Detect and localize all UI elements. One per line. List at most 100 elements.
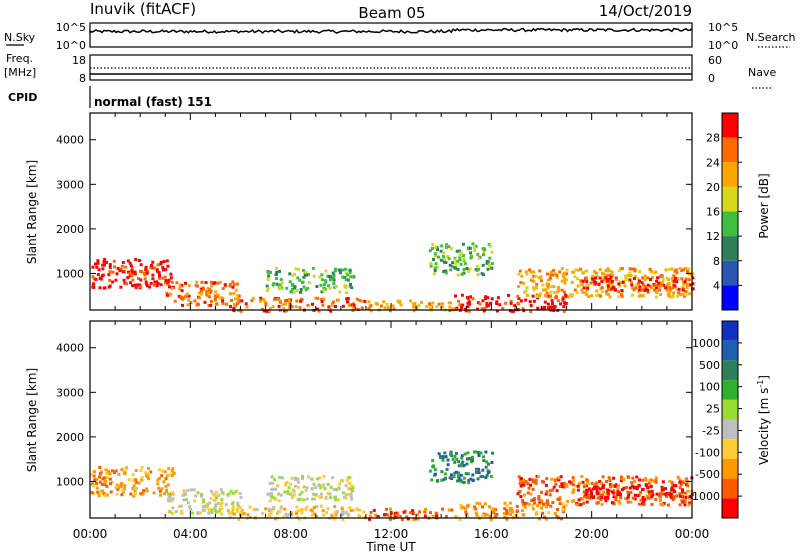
heatmap-band — [428, 450, 495, 485]
power-colorbar-label: Power [dB] — [757, 173, 771, 238]
colorbar-tick-label: 24 — [706, 156, 720, 169]
colorbar-swatch — [722, 340, 738, 361]
heatmap-band — [266, 474, 355, 503]
heatmap-band — [454, 501, 568, 521]
beam-title: Beam 05 — [358, 4, 425, 22]
power-colorbar: 28 24 20 16 12 8 4 — [706, 112, 742, 311]
colorbar-swatch — [722, 458, 738, 479]
velocity-panel: 4000 3000 2000 1000 Slant Range [km] 1000 50… — [25, 320, 771, 521]
date-title: 14/Oct/2019 — [599, 2, 692, 20]
station-title: Inuvik (fitACF) — [90, 0, 196, 18]
freq-label: Freq. — [6, 52, 33, 65]
colorbar-swatch — [722, 419, 738, 440]
heatmap-band — [265, 266, 356, 295]
heatmap-band — [517, 266, 695, 299]
colorbar-swatch — [722, 236, 738, 261]
x-axis-label: Time UT — [365, 540, 416, 554]
nave-tick-bottom: 0 — [708, 72, 715, 85]
colorbar-swatch — [722, 113, 738, 138]
colorbar-tick-label: -100 — [695, 446, 720, 459]
colorbar-swatch — [722, 260, 738, 286]
velocity-data — [90, 450, 694, 521]
heatmap-band — [165, 280, 244, 308]
colorbar-swatch — [722, 498, 738, 518]
colorbar-swatch — [722, 439, 738, 459]
y-tick-label: 4000 — [56, 134, 84, 147]
colorbar-tick-label: 1000 — [692, 337, 720, 350]
colorbar-swatch — [722, 399, 738, 420]
velocity-x-ticks — [89, 321, 693, 518]
heatmap-band — [228, 504, 367, 521]
y-tick-label: 1000 — [56, 267, 84, 280]
colorbar-swatch — [722, 360, 738, 381]
time-tick-label: 00:00 — [675, 527, 710, 541]
power-panel: 4000 3000 2000 1000 Slant Range [km] 28 24 20… — [25, 112, 771, 313]
freq-tick-top: 18 — [72, 54, 86, 67]
colorbar-tick-label: 500 — [699, 359, 720, 372]
colorbar-tick-label: -1000 — [688, 490, 720, 503]
colorbar-swatch — [722, 137, 738, 163]
time-tick-label: 08:00 — [273, 527, 308, 541]
colorbar-swatch — [722, 186, 738, 212]
colorbar-swatch — [722, 478, 738, 499]
y-tick-label: 2000 — [56, 223, 84, 236]
nave-label: Nave — [748, 66, 776, 79]
colorbar-tick-label: 25 — [706, 403, 720, 416]
sky-tick-bottom: 10^0 — [56, 39, 86, 52]
time-tick-label: 12:00 — [374, 527, 409, 541]
y-tick-label: 1000 — [56, 475, 84, 488]
colorbar-tick-label: 16 — [706, 206, 720, 219]
heatmap-band — [428, 242, 494, 277]
colorbar-tick-label: -25 — [702, 424, 720, 437]
colorbar-tick-label: 12 — [706, 230, 720, 243]
velocity-y-ticks: 4000 3000 2000 1000 — [56, 342, 692, 488]
search-label: N.Search — [746, 31, 796, 44]
freq-unit-label: [MHz] — [4, 66, 36, 79]
freq-tick-bottom: 8 — [79, 72, 86, 85]
sky-noise-panel: N.Sky 10^5 10^0 10^5 10^0 N.Search — [4, 21, 796, 52]
sky-panel-frame — [89, 22, 693, 48]
colorbar-swatch — [722, 285, 738, 310]
velocity-colorbar-label: Velocity [m s-1] — [756, 375, 771, 465]
sky-tick-top: 10^5 — [56, 21, 86, 34]
heatmap-band — [368, 507, 454, 521]
search-tick-top: 10^5 — [708, 21, 738, 34]
time-tick-label: 04:00 — [173, 527, 208, 541]
search-tick-bottom: 10^0 — [708, 39, 738, 52]
time-axis-labels: 00:00 04:00 08:00 12:00 16:00 20:00 00:00 — [73, 527, 710, 541]
y-tick-label: 3000 — [56, 386, 84, 399]
colorbar-swatch — [722, 380, 738, 400]
colorbar-tick-label: 20 — [706, 181, 720, 194]
colorbar-tick-label: -500 — [695, 468, 720, 481]
heatmap-band — [579, 275, 695, 292]
colorbar-swatch — [722, 162, 738, 187]
heatmap-band — [582, 483, 694, 500]
power-x-ticks — [89, 113, 693, 310]
heatmap-band — [516, 474, 694, 507]
nave-tick-top: 60 — [708, 54, 722, 67]
y-tick-label: 2000 — [56, 431, 84, 444]
power-y-label: Slant Range [km] — [25, 160, 39, 264]
velocity-colorbar: 1000 500 100 25 -25 -100 -500 -1000 — [688, 320, 742, 519]
colorbar-tick-label: 100 — [699, 381, 720, 394]
colorbar-tick-label: 4 — [713, 279, 720, 292]
velocity-y-label: Slant Range [km] — [25, 368, 39, 472]
heatmap-band — [90, 465, 176, 498]
y-tick-label: 4000 — [56, 342, 84, 355]
colorbar-tick-label: 28 — [706, 132, 720, 145]
power-data — [91, 242, 695, 313]
cpid-value: normal (fast) 151 — [94, 95, 212, 109]
heatmap-band — [91, 258, 175, 290]
sky-label: N.Sky — [4, 31, 36, 44]
time-tick-label: 00:00 — [73, 527, 108, 541]
freq-panel: Freq. [MHz] 18 8 60 0 Nave — [4, 52, 776, 89]
time-tick-label: 16:00 — [474, 527, 509, 541]
colorbar-swatch — [722, 211, 738, 237]
time-tick-label: 20:00 — [574, 527, 609, 541]
colorbar-tick-label: 8 — [713, 255, 720, 268]
cpid-label: CPID — [8, 91, 37, 104]
colorbar-swatch — [722, 321, 738, 341]
y-tick-label: 3000 — [56, 178, 84, 191]
colorbar-frame — [721, 320, 739, 519]
